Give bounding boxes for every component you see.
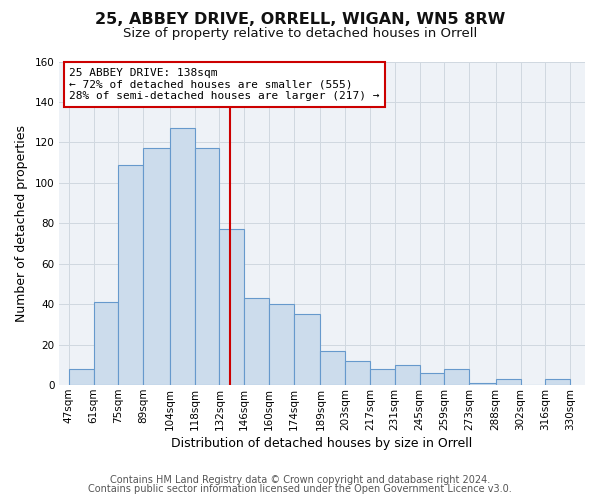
- Bar: [244, 298, 269, 385]
- Text: 25 ABBEY DRIVE: 138sqm
← 72% of detached houses are smaller (555)
28% of semi-de: 25 ABBEY DRIVE: 138sqm ← 72% of detached…: [70, 68, 380, 101]
- Bar: [170, 128, 194, 385]
- Bar: [194, 148, 220, 385]
- Bar: [143, 148, 170, 385]
- Bar: [118, 164, 143, 385]
- Bar: [395, 365, 419, 385]
- Y-axis label: Number of detached properties: Number of detached properties: [15, 125, 28, 322]
- Text: Contains HM Land Registry data © Crown copyright and database right 2024.: Contains HM Land Registry data © Crown c…: [110, 475, 490, 485]
- Bar: [320, 351, 345, 385]
- Bar: [269, 304, 294, 385]
- X-axis label: Distribution of detached houses by size in Orrell: Distribution of detached houses by size …: [172, 437, 473, 450]
- Bar: [294, 314, 320, 385]
- Bar: [94, 302, 118, 385]
- Text: Size of property relative to detached houses in Orrell: Size of property relative to detached ho…: [123, 28, 477, 40]
- Bar: [345, 361, 370, 385]
- Bar: [220, 230, 244, 385]
- Text: 25, ABBEY DRIVE, ORRELL, WIGAN, WN5 8RW: 25, ABBEY DRIVE, ORRELL, WIGAN, WN5 8RW: [95, 12, 505, 28]
- Bar: [496, 379, 521, 385]
- Bar: [370, 369, 395, 385]
- Bar: [545, 379, 570, 385]
- Bar: [69, 369, 94, 385]
- Bar: [445, 369, 469, 385]
- Text: Contains public sector information licensed under the Open Government Licence v3: Contains public sector information licen…: [88, 484, 512, 494]
- Bar: [469, 383, 496, 385]
- Bar: [419, 373, 445, 385]
